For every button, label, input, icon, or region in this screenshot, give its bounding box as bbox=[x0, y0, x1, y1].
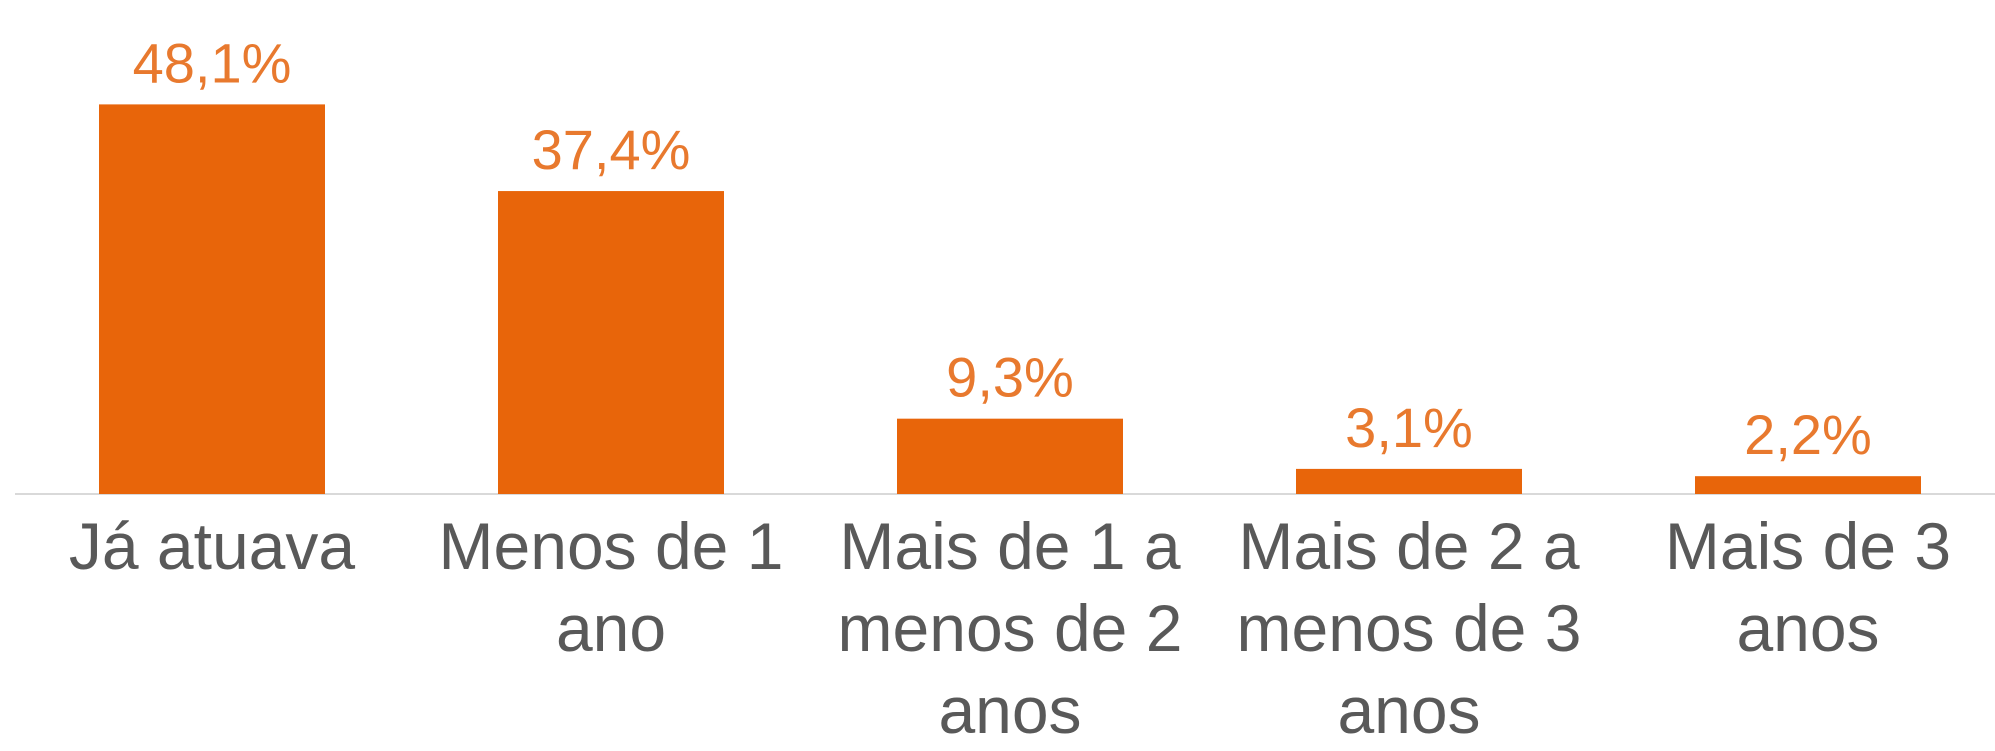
bar bbox=[498, 191, 724, 494]
value-label: 37,4% bbox=[532, 118, 691, 181]
bar bbox=[99, 104, 325, 494]
bar bbox=[897, 418, 1123, 494]
x-tick-label: Mais de 2 a menos de 3 anos bbox=[1236, 509, 1582, 747]
x-tick-label: Menos de 1 ano bbox=[438, 509, 784, 665]
value-label: 48,1% bbox=[133, 31, 292, 94]
bar bbox=[1296, 468, 1522, 494]
bar bbox=[1695, 476, 1921, 494]
value-label: 2,2% bbox=[1744, 403, 1872, 466]
value-label: 9,3% bbox=[946, 346, 1074, 409]
x-tick-label: Já atuava bbox=[68, 509, 356, 583]
x-tick-label: Mais de 1 a menos de 2 anos bbox=[837, 509, 1183, 747]
x-tick-label: Mais de 3 anos bbox=[1664, 509, 1952, 665]
value-label: 3,1% bbox=[1345, 396, 1473, 459]
